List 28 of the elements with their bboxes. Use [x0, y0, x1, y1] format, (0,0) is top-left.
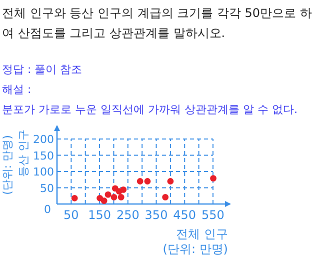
x-tick-label: 350 — [144, 208, 168, 222]
y-tick-label: 150 — [33, 149, 54, 162]
x-tick-label: 250 — [116, 208, 140, 222]
point — [110, 194, 118, 200]
text: 정답 : 풀이 참조 — [2, 62, 82, 78]
point — [144, 178, 151, 184]
y-tick-label: 200 — [33, 133, 54, 146]
y-tick-label: 0 — [44, 203, 51, 216]
text: 해설 : — [2, 82, 32, 98]
x-tick-label: 150 — [88, 208, 111, 222]
y-axis-title: 등산 인구 (단위: 만명) — [1, 129, 30, 195]
point — [104, 191, 112, 198]
point — [71, 194, 78, 202]
x-axis-title: 전체 인구 (단위: 만명) — [162, 227, 228, 256]
y-tick-label: 100 — [33, 166, 54, 178]
point — [167, 178, 174, 184]
point — [118, 194, 124, 200]
text: 분포가 가로로 누운 일직선에 가까워 상관관계를 알 수 없다. — [2, 102, 298, 118]
x-tick-label: 550 — [202, 208, 224, 222]
x-tick-label: 50 — [64, 208, 79, 222]
point — [162, 194, 169, 200]
point — [210, 175, 216, 182]
point — [120, 186, 127, 193]
chart-title: 전체 인구와 등산 인구의 계급의 크기를 각각 50만으로 하여 산점도를 그리고 상관관계를 말하시오. — [2, 5, 313, 42]
point — [100, 198, 108, 204]
point — [136, 178, 144, 184]
x-tick-label: 450 — [173, 208, 196, 222]
y-tick-label: 50 — [40, 182, 54, 195]
